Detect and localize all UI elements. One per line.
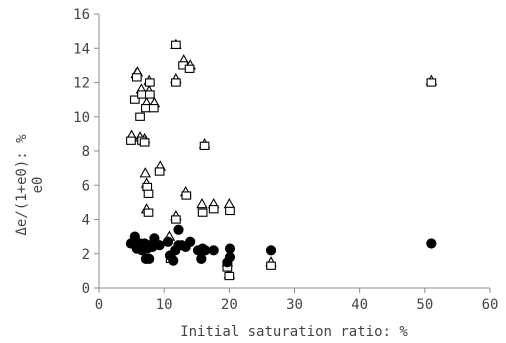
triangle-point xyxy=(139,167,152,178)
square-point xyxy=(225,206,235,216)
square-point xyxy=(197,208,208,217)
circle-point xyxy=(426,238,437,249)
y-tick-label: 0 xyxy=(82,281,90,297)
square-point xyxy=(142,182,153,192)
triangle-point xyxy=(196,197,208,209)
circle-point xyxy=(224,252,236,263)
y-tick-label: 6 xyxy=(82,178,90,194)
y-tick-label: 2 xyxy=(82,247,90,263)
circle-point xyxy=(185,236,196,247)
circle-point xyxy=(200,245,211,256)
x-tick-label: 30 xyxy=(286,297,303,313)
square-point xyxy=(184,64,195,73)
x-tick-label: 40 xyxy=(351,297,368,313)
square-point xyxy=(154,167,165,176)
circle-point xyxy=(149,233,160,244)
circle-point xyxy=(224,243,236,254)
circle-point xyxy=(162,236,174,247)
x-tick-label: 0 xyxy=(95,297,103,313)
square-point xyxy=(135,112,145,121)
circle-point xyxy=(154,240,165,251)
circle-point xyxy=(208,245,219,256)
square-point xyxy=(143,208,154,217)
square-point xyxy=(426,78,437,87)
data-points xyxy=(125,38,438,281)
y-axis-label-secondary: e0 xyxy=(30,177,46,194)
triangle-point xyxy=(223,197,236,209)
square-point xyxy=(139,138,150,147)
circle-point xyxy=(129,231,140,242)
circle-point xyxy=(265,245,277,256)
square-point xyxy=(181,191,192,200)
square-point xyxy=(199,141,210,151)
y-axis-label: Δe/(1+e0): % xyxy=(14,134,30,236)
y-tick-label: 12 xyxy=(73,76,90,92)
x-axis-label: Initial saturation ratio: % xyxy=(180,324,408,340)
square-point xyxy=(144,78,155,87)
square-point xyxy=(266,261,276,270)
square-point xyxy=(126,136,136,145)
x-tick-label: 10 xyxy=(156,297,173,313)
square-point xyxy=(171,40,181,49)
square-point xyxy=(148,104,159,113)
square-point xyxy=(224,271,235,281)
circle-point xyxy=(144,253,155,264)
x-tick-label: 60 xyxy=(482,297,499,313)
circle-point xyxy=(173,224,184,235)
square-point xyxy=(208,205,219,214)
x-tick-label: 20 xyxy=(221,297,238,313)
square-point xyxy=(129,95,140,104)
square-point xyxy=(171,215,181,224)
square-point xyxy=(171,78,181,87)
y-tick-label: 4 xyxy=(82,213,90,229)
square-point xyxy=(143,189,154,198)
y-tick-label: 10 xyxy=(73,110,90,126)
square-point xyxy=(131,73,142,82)
ticks: 0 10 20 30 40 50 60 0 2 4 6 8 10 12 14 16 xyxy=(73,7,498,313)
y-tick-label: 14 xyxy=(73,41,90,57)
y-tick-label: 8 xyxy=(82,144,90,160)
circle-point xyxy=(168,255,179,266)
square-point xyxy=(144,90,155,99)
y-tick-label: 16 xyxy=(73,7,90,23)
x-tick-label: 50 xyxy=(416,297,433,313)
circle-point xyxy=(196,253,207,264)
